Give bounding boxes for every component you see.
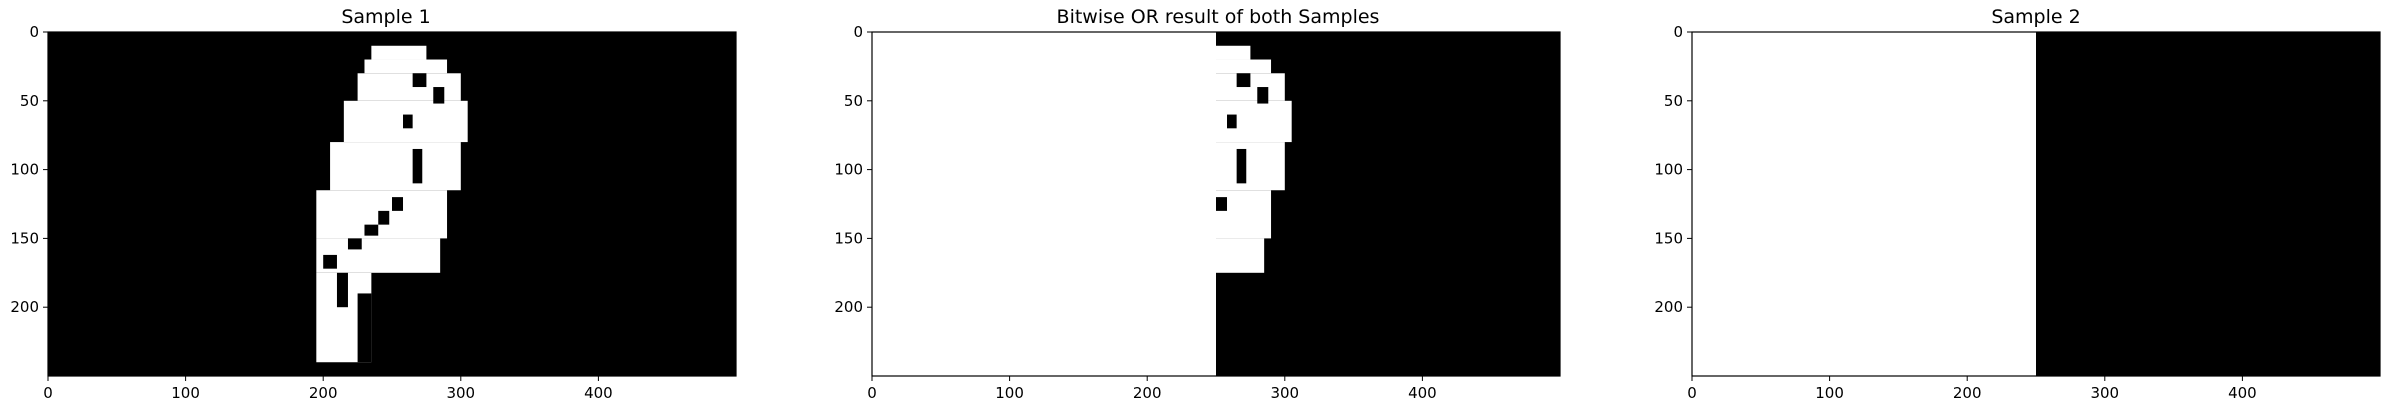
bird-pixels — [371, 45, 427, 60]
x-tick-label: 0 — [43, 384, 53, 402]
y-tick-label: 150 — [10, 229, 39, 247]
bird-pixels — [364, 59, 448, 74]
axes-sample-2: 0 100 200 300 400 0 50 100 150 200 — [1654, 23, 2381, 402]
panel-title: Sample 2 — [1991, 6, 2081, 28]
bird-hole — [1257, 87, 1269, 104]
y-tick-label: 100 — [10, 161, 39, 179]
bird-hole — [1236, 73, 1251, 88]
bird-pixels — [330, 142, 461, 191]
x-tick-label: 100 — [171, 384, 200, 402]
bird-hole — [364, 224, 379, 236]
x-tick-label: 300 — [446, 384, 475, 402]
bird-hole — [392, 197, 404, 211]
bird-hole — [378, 210, 390, 225]
y-tick-label: 150 — [834, 229, 863, 247]
bird-hole — [347, 238, 362, 250]
white-half — [1692, 32, 2036, 376]
panel-sample-1: Sample 1 0 100 200 300 400 0 50 100 150 200 — [0, 0, 780, 408]
y-tick-label: 50 — [20, 92, 39, 110]
y-tick-label: 100 — [834, 161, 863, 179]
bird-pixels — [1216, 59, 1272, 74]
bird-hole — [433, 87, 445, 104]
y-tick-label: 0 — [853, 23, 863, 41]
panel-title: Sample 1 — [341, 6, 431, 28]
bird-hole — [1236, 148, 1247, 184]
x-tick-label: 0 — [867, 384, 877, 402]
x-tick-label: 200 — [1953, 384, 1982, 402]
x-tick-label: 100 — [1815, 384, 1844, 402]
bird-hole — [412, 73, 427, 88]
y-tick-label: 150 — [1654, 229, 1683, 247]
bird-pixels — [357, 73, 461, 101]
bird-hole — [403, 114, 413, 129]
axes-bitwise-or: 0 100 200 300 400 0 50 100 150 200 — [834, 23, 1561, 402]
white-half — [872, 32, 1216, 376]
bird-pixels — [1216, 142, 1285, 191]
bird-hole — [336, 272, 348, 308]
y-tick-label: 200 — [834, 298, 863, 316]
bird-pixels — [1216, 45, 1251, 60]
x-tick-label: 200 — [1133, 384, 1162, 402]
y-tick-label: 100 — [1654, 161, 1683, 179]
axes-sample-1: 0 100 200 300 400 0 50 100 150 200 — [10, 23, 737, 402]
x-tick-label: 100 — [995, 384, 1024, 402]
x-tick-label: 400 — [584, 384, 613, 402]
axes-frame — [871, 31, 1561, 377]
y-tick-label: 0 — [1673, 23, 1683, 41]
bird-hole — [1227, 114, 1237, 129]
axes-frame — [1691, 31, 2381, 377]
y-tick-label: 0 — [29, 23, 39, 41]
bird-hole — [1216, 197, 1228, 211]
x-tick-label: 400 — [2228, 384, 2257, 402]
x-tick-label: 200 — [309, 384, 338, 402]
panel-sample-2: Sample 2 0 100 200 300 400 0 50 100 150 200 — [1580, 0, 2381, 408]
panel-bitwise-or: Bitwise OR result of both Samples 0 100 20… — [780, 0, 1580, 408]
bird-hole — [357, 293, 372, 363]
x-tick-label: 400 — [1408, 384, 1437, 402]
bird-hole — [323, 254, 337, 269]
y-tick-label: 200 — [10, 298, 39, 316]
x-tick-label: 300 — [1270, 384, 1299, 402]
bird-hole — [412, 148, 423, 184]
bird-pixels — [1216, 238, 1265, 273]
y-tick-label: 50 — [844, 92, 863, 110]
panel-title: Bitwise OR result of both Samples — [1056, 6, 1380, 28]
axes-frame — [47, 31, 737, 377]
x-tick-label: 0 — [1687, 384, 1697, 402]
x-tick-label: 300 — [2090, 384, 2119, 402]
y-tick-label: 50 — [1664, 92, 1683, 110]
y-tick-label: 200 — [1654, 298, 1683, 316]
